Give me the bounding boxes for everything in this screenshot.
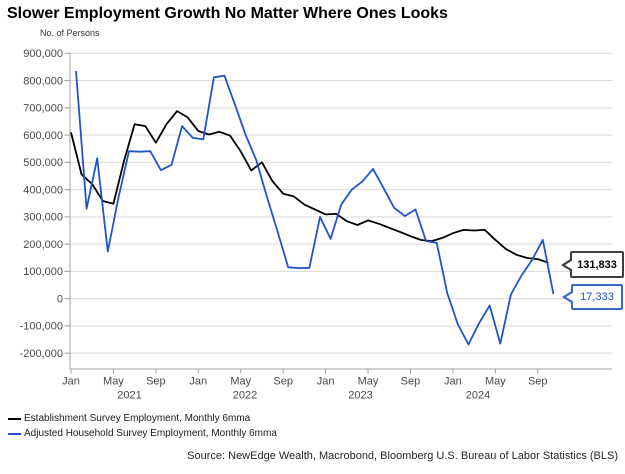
y-tick-label: -200,000 [20, 348, 63, 360]
chart-plot-area: 900,000 800,000 700,000 600,000 500,000 400,0… [20, 48, 612, 402]
x-tick-label: May [103, 376, 124, 388]
legend-label-household: Adjusted Household Survey Employment, Mo… [24, 428, 277, 439]
chart-title: Slower Employment Growth No Matter Where… [7, 5, 448, 22]
y-tick-label: 400,000 [23, 184, 63, 196]
x-tick-label: Sep [146, 376, 166, 388]
x-tick-label: Jan [189, 376, 207, 388]
y-tick-label: 200,000 [23, 239, 63, 251]
y-tick-label: -100,000 [20, 321, 63, 333]
establishment-line-swatch [8, 417, 21, 420]
x-year-label: 2021 [117, 390, 141, 402]
source-attribution: Source: NewEdge Wealth, Macrobond, Bloom… [187, 450, 618, 462]
household-end-value: 17,333 [580, 291, 614, 303]
legend-item-establishment: Establishment Survey Employment, Monthly… [8, 411, 277, 426]
legend-item-household: Adjusted Household Survey Employment, Mo… [8, 426, 277, 441]
establishment-line [70, 110, 549, 264]
x-year-label: 2023 [348, 390, 372, 402]
legend: Establishment Survey Employment, Monthly… [8, 411, 277, 441]
y-tick-label: 500,000 [23, 157, 63, 169]
x-tick-label: Jan [444, 376, 462, 388]
establishment-end-value: 131,833 [577, 258, 617, 271]
y-tick-label: 700,000 [23, 103, 63, 115]
legend-label-establishment: Establishment Survey Employment, Monthly… [24, 413, 251, 424]
establishment-end-value-callout: 131,833 [561, 251, 624, 278]
x-tick-label: May [230, 376, 251, 388]
x-year-label: 2024 [466, 390, 490, 402]
x-tick-label: May [485, 376, 506, 388]
y-tick-label: 300,000 [23, 212, 63, 224]
y-tick-label: 900,000 [23, 48, 63, 60]
x-tick-label: Jan [62, 376, 80, 388]
x-tick-label: Sep [401, 376, 421, 388]
household-line-swatch [8, 432, 21, 435]
x-tick-label: Sep [528, 376, 548, 388]
y-tick-label: 0 [57, 293, 63, 305]
y-tick-label: 600,000 [23, 130, 63, 142]
y-axis-title: No. of Persons [40, 28, 100, 38]
y-tick-label: 800,000 [23, 75, 63, 87]
x-year-label: 2022 [233, 390, 257, 402]
y-tick-label: 100,000 [23, 266, 63, 278]
x-tick-label: Sep [273, 376, 293, 388]
x-tick-label: May [358, 376, 379, 388]
x-tick-label: Jan [317, 376, 335, 388]
household-line [75, 70, 555, 346]
household-end-value-callout: 17,333 [562, 284, 623, 310]
